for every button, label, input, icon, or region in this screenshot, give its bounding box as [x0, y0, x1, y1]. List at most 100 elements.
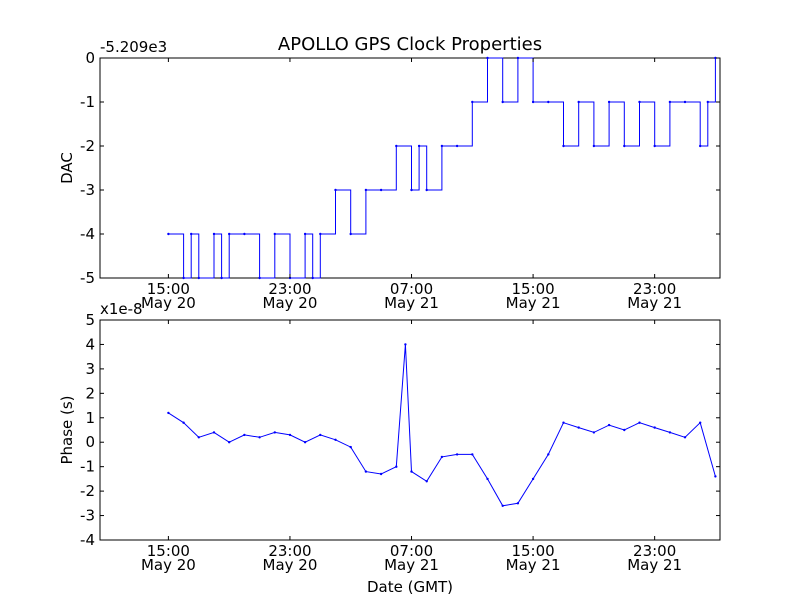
x-tick-date-label: May 21	[627, 294, 682, 312]
data-point	[288, 433, 292, 437]
data-point	[471, 100, 474, 104]
data-point	[243, 433, 246, 437]
data-point	[607, 423, 611, 427]
data-point	[220, 276, 223, 280]
data-point	[364, 470, 368, 473]
x-tick-time-label: 23:00	[268, 542, 311, 560]
data-point	[425, 188, 428, 192]
x-tick-time-label: 15:00	[147, 280, 190, 298]
data-point	[228, 441, 231, 444]
data-point	[167, 232, 170, 236]
data-point	[547, 100, 550, 104]
data-point	[303, 232, 307, 236]
x-tick-time-label: 15:00	[147, 542, 190, 560]
data-point	[303, 441, 307, 444]
x-tick-date-label: May 20	[141, 556, 196, 574]
data-point	[182, 276, 185, 280]
data-point	[379, 472, 383, 476]
data-point	[395, 144, 398, 148]
x-tick-time-label: 15:00	[511, 542, 554, 560]
data-point	[258, 276, 261, 280]
data-point	[379, 188, 383, 192]
y-tick-label: -5	[80, 269, 95, 287]
data-point	[471, 453, 474, 456]
y-tick-label: 3	[85, 360, 95, 378]
data-point	[638, 100, 641, 104]
data-point	[577, 100, 580, 104]
data-point	[319, 232, 322, 236]
data-point	[501, 504, 504, 507]
y-tick-label: -1	[80, 93, 95, 111]
y-tick-label: 0	[85, 49, 95, 67]
data-point	[273, 232, 276, 236]
y-tick-label: 2	[85, 384, 95, 402]
data-point	[440, 455, 444, 459]
data-point	[311, 276, 314, 280]
y-tick-label: -2	[80, 137, 95, 155]
data-point	[410, 188, 413, 192]
x-tick-time-label: 23:00	[633, 280, 676, 298]
data-point	[455, 453, 459, 456]
data-point	[228, 232, 231, 236]
x-tick-time-label: 15:00	[511, 280, 554, 298]
data-point	[668, 431, 672, 434]
y-tick-label: 5	[85, 311, 95, 329]
data-point	[486, 56, 489, 60]
data-point	[531, 477, 535, 481]
data-point	[334, 188, 337, 192]
data-point	[212, 232, 216, 236]
axis-offset-label: x1e-8	[100, 300, 143, 318]
data-point	[653, 426, 656, 429]
data-point	[258, 436, 261, 439]
x-tick-date-label: May 21	[627, 556, 682, 574]
data-point	[562, 421, 565, 424]
x-tick-date-label: May 21	[506, 556, 561, 574]
data-point	[334, 438, 337, 441]
data-point	[197, 436, 200, 439]
data-point	[516, 502, 520, 505]
axis-offset-label: -5.209e3	[100, 38, 167, 56]
data-point	[562, 144, 565, 148]
x-tick-date-label: May 20	[263, 294, 318, 312]
data-point	[273, 431, 276, 434]
y-tick-label: 1	[85, 409, 95, 427]
data-point	[577, 426, 580, 429]
data-point	[167, 411, 170, 415]
x-tick-date-label: May 20	[141, 294, 196, 312]
data-point	[592, 144, 596, 148]
data-point	[404, 343, 407, 346]
data-point	[683, 436, 687, 439]
plot-frame-0	[99, 57, 721, 279]
y-tick-label: 4	[85, 335, 95, 353]
data-point	[440, 144, 444, 148]
data-point	[683, 100, 687, 104]
data-point	[531, 100, 535, 104]
data-point	[319, 433, 322, 437]
y-tick-label: -3	[80, 507, 95, 525]
series-line-0	[168, 57, 716, 279]
data-point	[607, 100, 611, 104]
data-point	[212, 431, 216, 434]
x-tick-time-label: 23:00	[633, 542, 676, 560]
data-point	[425, 480, 428, 483]
x-tick-date-label: May 20	[263, 556, 318, 574]
chart-title: APOLLO GPS Clock Properties	[278, 34, 542, 55]
data-point	[395, 465, 398, 468]
data-point	[516, 56, 520, 60]
data-point	[714, 56, 717, 60]
data-point	[349, 445, 352, 449]
x-tick-time-label: 23:00	[268, 280, 311, 298]
data-point	[190, 232, 193, 236]
x-axis-label: Date (GMT)	[367, 578, 453, 596]
data-point	[501, 100, 504, 104]
x-tick-date-label: May 21	[384, 556, 439, 574]
y-tick-label: -2	[80, 482, 95, 500]
data-point	[243, 232, 246, 236]
data-point	[455, 144, 459, 148]
data-point	[699, 144, 702, 148]
data-point	[668, 100, 672, 104]
data-point	[417, 144, 421, 148]
x-tick-time-label: 07:00	[390, 280, 433, 298]
data-point	[197, 276, 200, 280]
data-point	[699, 421, 702, 424]
